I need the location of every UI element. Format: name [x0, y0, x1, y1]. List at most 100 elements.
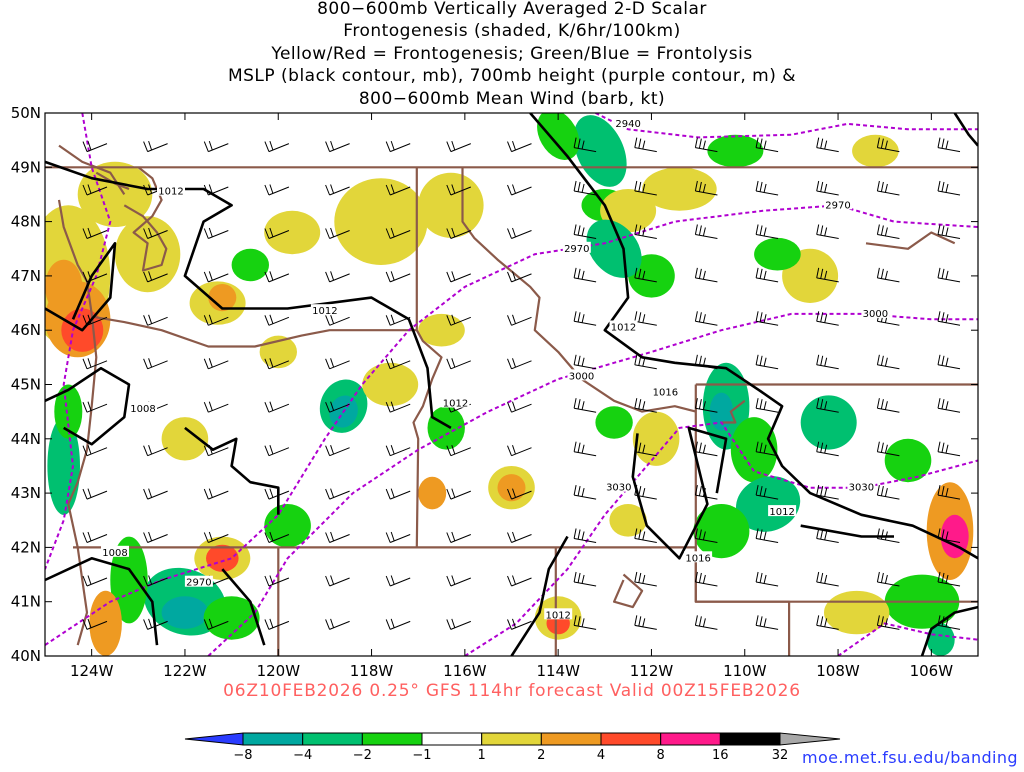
wind-barb: [694, 180, 718, 196]
wind-barb: [573, 224, 597, 239]
lat-label: 49N: [11, 158, 41, 176]
lat-label: 43N: [11, 484, 41, 502]
shade-blob: [334, 178, 428, 265]
wind-barb: [816, 180, 839, 196]
wind-barb: [325, 314, 350, 326]
mslp-contour-label: 1012: [545, 610, 570, 621]
wind-barb: [694, 311, 718, 326]
title-line-2: Frontogenesis (shaded, K/6hr/100km): [343, 21, 681, 41]
wind-barb: [573, 441, 597, 457]
mslp-contours: [45, 113, 978, 656]
wind-barb: [385, 445, 411, 457]
wind-barb: [385, 488, 411, 500]
wind-barb: [755, 485, 779, 500]
lon-label: 112W: [630, 662, 674, 680]
wind-barb: [876, 224, 900, 239]
shade-blob: [206, 544, 239, 572]
wind-barb: [203, 227, 229, 239]
shade-blob: [852, 134, 899, 168]
wind-barb: [937, 267, 961, 283]
mslp-contour: [953, 113, 978, 147]
wind-barb: [876, 137, 900, 153]
colorbar-box: [719, 732, 781, 746]
wind-barb: [507, 358, 532, 370]
wind-barb: [573, 180, 597, 196]
wind-barb: [937, 224, 961, 239]
wind-barb: [573, 354, 597, 370]
height-contour-label: 3000: [863, 309, 888, 320]
wind-barb: [264, 140, 290, 153]
wind-barb: [446, 227, 471, 239]
mslp-contour-label: 1012: [312, 306, 337, 317]
lon-label: 110W: [723, 662, 767, 680]
wind-barb: [573, 528, 597, 543]
contour-label-bg: [129, 401, 157, 413]
shade-blob: [418, 172, 484, 238]
mslp-contour: [631, 426, 728, 560]
wind-barb: [634, 180, 657, 196]
height-contour-label: 2970: [825, 200, 850, 211]
wind-barb: [507, 227, 532, 239]
contour-label-bg: [184, 575, 213, 587]
shade-blob: [161, 417, 209, 461]
contour-label-bg: [101, 545, 129, 557]
mslp-contour: [529, 113, 978, 560]
contour-label-bg: [562, 241, 591, 253]
colorbar-box: [481, 732, 542, 746]
contour-label-bg: [768, 505, 797, 517]
contour-label-bg: [651, 385, 680, 397]
wind-barb: [264, 314, 290, 326]
wind-barb: [507, 314, 532, 326]
forecast-valid-line: 06Z10FEB2026 0.25° GFS 114hr forecast Va…: [223, 681, 801, 701]
colorbar-label: 2: [537, 748, 545, 763]
wind-barb: [755, 571, 779, 587]
wind-barb: [755, 311, 779, 326]
wind-barb: [507, 445, 532, 457]
wind-barb: [325, 488, 350, 500]
wind-barb: [446, 445, 471, 457]
wind-barb: [937, 441, 961, 457]
wind-barb: [755, 615, 779, 630]
mslp-contour: [221, 568, 266, 646]
wind-barb: [816, 528, 839, 543]
wind-barb: [143, 488, 168, 500]
shade-blob: [208, 284, 237, 312]
coastline: [612, 573, 644, 609]
wind-barb: [203, 618, 229, 630]
wind-barb: [876, 571, 900, 587]
mslp-contour-label: 1012: [769, 507, 794, 518]
wind-barb: [876, 615, 900, 630]
wind-barb: [634, 441, 657, 457]
contour-label-bg: [824, 198, 852, 210]
wind-barb: [264, 575, 290, 587]
wind-barb: [816, 137, 839, 153]
wind-barb: [755, 528, 779, 543]
contour-label-bg: [567, 369, 596, 381]
shade-blob: [231, 248, 269, 282]
shade-blob: [418, 476, 447, 510]
shade-blob: [884, 438, 932, 483]
wind-barb: [82, 271, 108, 283]
wind-barb: [876, 180, 900, 196]
wind-barb: [694, 615, 718, 630]
wind-barb: [634, 398, 657, 413]
wind-barb: [816, 441, 839, 457]
wind-barb: [143, 358, 168, 370]
wind-barb: [385, 401, 411, 413]
title-line-3: Yellow/Red = Frontogenesis; Green/Blue =…: [271, 44, 753, 64]
wind-barb: [507, 488, 532, 500]
wind-barb: [937, 398, 961, 413]
wind-barb: [82, 314, 108, 326]
mslp-contour-label: 1016: [685, 553, 710, 564]
mslp-contour: [45, 160, 452, 430]
shade-blob: [497, 474, 526, 502]
contour-label-bg: [684, 551, 713, 563]
wind-barb: [876, 528, 900, 543]
wind-barb: [143, 314, 168, 326]
wind-barb: [446, 314, 471, 326]
colorbar-label: 8: [657, 748, 665, 763]
wind-barb: [385, 531, 411, 543]
title-line-5: 800−600mb Mean Wind (barb, kt): [358, 89, 666, 109]
